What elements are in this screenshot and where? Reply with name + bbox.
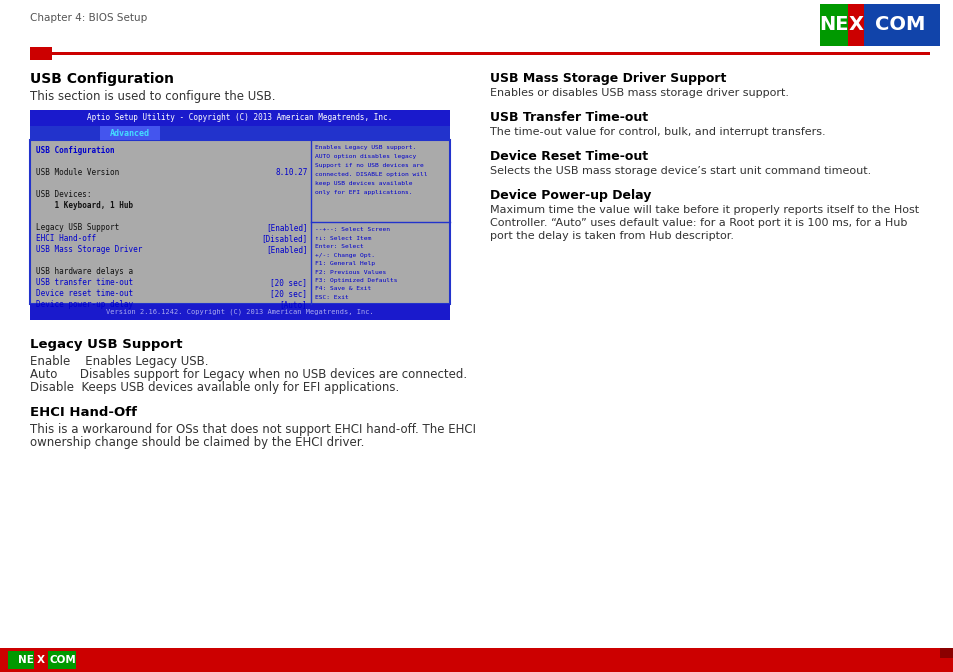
Bar	[8, 651, 76, 669]
Bar	[847, 4, 863, 46]
Bar	[34, 651, 48, 669]
Text: USB Devices:: USB Devices:	[36, 190, 91, 199]
Text: AUTO option disables legacy: AUTO option disables legacy	[315, 154, 416, 159]
Text: --+--: Select Screen: --+--: Select Screen	[315, 227, 390, 232]
Text: [20 sec]: [20 sec]	[270, 289, 307, 298]
Text: X: X	[37, 655, 45, 665]
Text: F4: Save & Exit: F4: Save & Exit	[315, 286, 372, 292]
Text: Device Power-up Delay: Device Power-up Delay	[490, 189, 651, 202]
Text: USB Module Version: USB Module Version	[36, 168, 119, 177]
Text: USB hardware delays a: USB hardware delays a	[36, 267, 133, 276]
Text: Enables or disables USB mass storage driver support.: Enables or disables USB mass storage dri…	[490, 88, 788, 98]
Text: Device power-up delay: Device power-up delay	[36, 300, 133, 309]
Bar	[30, 304, 450, 320]
Text: Support if no USB devices are: Support if no USB devices are	[315, 163, 424, 168]
Bar	[30, 140, 450, 304]
Bar	[0, 648, 953, 672]
Text: NE: NE	[18, 655, 34, 665]
Text: only for EFI applications.: only for EFI applications.	[315, 190, 413, 195]
Text: Enable    Enables Legacy USB.: Enable Enables Legacy USB.	[30, 355, 209, 368]
Bar	[820, 4, 939, 46]
Text: F3: Optimized Defaults: F3: Optimized Defaults	[315, 278, 397, 283]
Text: [20 sec]: [20 sec]	[270, 278, 307, 287]
Text: The time-out value for control, bulk, and interrupt transfers.: The time-out value for control, bulk, an…	[490, 127, 824, 137]
Text: COM: COM	[874, 15, 924, 34]
Text: This section is used to configure the USB.: This section is used to configure the US…	[30, 90, 275, 103]
Bar	[100, 126, 160, 140]
Text: Disable  Keeps USB devices available only for EFI applications.: Disable Keeps USB devices available only…	[30, 381, 399, 394]
Bar	[30, 110, 450, 126]
Text: ownership change should be claimed by the EHCI driver.: ownership change should be claimed by th…	[30, 436, 364, 449]
Text: Enter: Select: Enter: Select	[315, 244, 364, 249]
Bar	[939, 648, 953, 658]
Text: +/-: Change Opt.: +/-: Change Opt.	[315, 253, 375, 257]
Text: Device Reset Time-out: Device Reset Time-out	[490, 150, 647, 163]
Bar	[30, 126, 450, 140]
Text: [Enabled]: [Enabled]	[266, 245, 307, 254]
Text: [Auto]: [Auto]	[279, 300, 307, 309]
Text: USB Transfer Time-out: USB Transfer Time-out	[490, 111, 647, 124]
Bar	[30, 52, 929, 55]
Text: X: X	[847, 15, 862, 34]
Text: Advanced: Advanced	[110, 128, 150, 138]
Text: 1 Keyboard, 1 Hub: 1 Keyboard, 1 Hub	[36, 201, 133, 210]
Text: Aptio Setup Utility - Copyright (C) 2013 American Megatrends, Inc.: Aptio Setup Utility - Copyright (C) 2013…	[88, 114, 393, 122]
Text: F2: Previous Values: F2: Previous Values	[315, 269, 386, 274]
Text: Version 2.16.1242. Copyright (C) 2013 American Megatrends, Inc.: Version 2.16.1242. Copyright (C) 2013 Am…	[106, 308, 374, 315]
Bar	[820, 4, 847, 46]
Text: Legacy USB Support: Legacy USB Support	[36, 223, 119, 232]
Text: Enables Legacy USB support.: Enables Legacy USB support.	[315, 145, 416, 150]
Text: Selects the USB mass storage device’s start unit command timeout.: Selects the USB mass storage device’s st…	[490, 166, 870, 176]
Text: [Enabled]: [Enabled]	[266, 223, 307, 232]
Text: F1: General Help: F1: General Help	[315, 261, 375, 266]
Text: Auto      Disables support for Legacy when no USB devices are connected.: Auto Disables support for Legacy when no…	[30, 368, 467, 381]
Text: USB Configuration: USB Configuration	[30, 72, 173, 86]
Text: USB transfer time-out: USB transfer time-out	[36, 278, 133, 287]
Text: EHCI Hand-off: EHCI Hand-off	[36, 234, 96, 243]
Text: ↑↓: Select Item: ↑↓: Select Item	[315, 235, 372, 241]
Text: USB Mass Storage Driver Support: USB Mass Storage Driver Support	[490, 72, 725, 85]
Text: connected. DISABLE option will: connected. DISABLE option will	[315, 172, 428, 177]
Text: COM: COM	[50, 655, 76, 665]
Text: 8.10.27: 8.10.27	[274, 168, 307, 177]
Text: [Disabled]: [Disabled]	[261, 234, 307, 243]
Text: NE: NE	[819, 15, 848, 34]
Text: This is a workaround for OSs that does not support EHCI hand-off. The EHCI: This is a workaround for OSs that does n…	[30, 423, 476, 436]
Text: Chapter 4: BIOS Setup: Chapter 4: BIOS Setup	[30, 13, 147, 23]
Bar	[30, 47, 52, 60]
Text: keep USB devices available: keep USB devices available	[315, 181, 413, 186]
Text: Device reset time-out: Device reset time-out	[36, 289, 133, 298]
Text: USB Configuration: USB Configuration	[36, 146, 114, 155]
Text: ESC: Exit: ESC: Exit	[315, 295, 349, 300]
Text: USB Mass Storage Driver: USB Mass Storage Driver	[36, 245, 142, 254]
Text: Controller. “Auto” uses default value: for a Root port it is 100 ms, for a Hub: Controller. “Auto” uses default value: f…	[490, 218, 906, 228]
Text: port the delay is taken from Hub descriptor.: port the delay is taken from Hub descrip…	[490, 231, 733, 241]
Text: Maximum time the value will take before it properly reports itself to the Host: Maximum time the value will take before …	[490, 205, 918, 215]
Text: EHCI Hand-Off: EHCI Hand-Off	[30, 406, 137, 419]
Text: Legacy USB Support: Legacy USB Support	[30, 338, 182, 351]
